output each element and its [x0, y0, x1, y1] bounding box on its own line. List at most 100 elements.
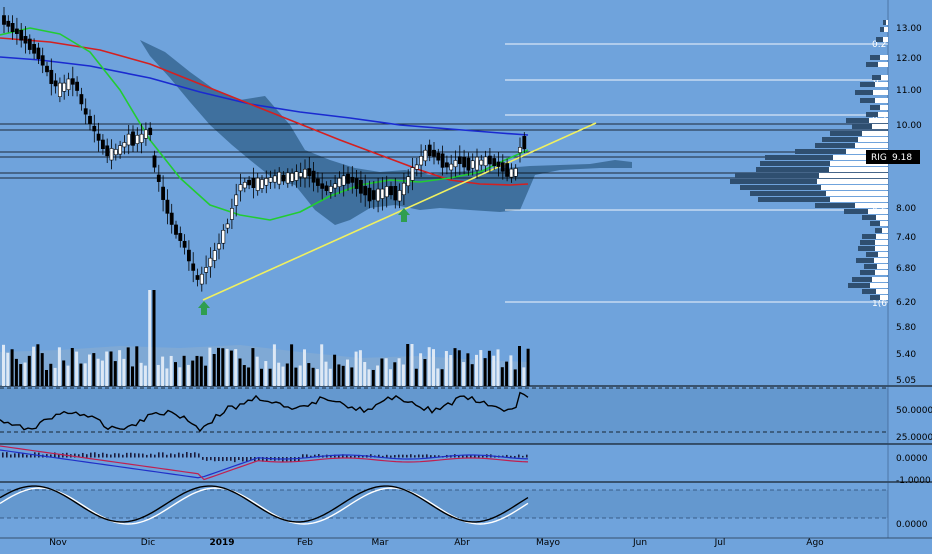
- volume-bar: [217, 347, 220, 386]
- volume-profile-bar: [878, 112, 888, 117]
- volume-bar: [285, 363, 289, 386]
- volume-bar: [49, 363, 53, 386]
- volume-profile-bar: [846, 118, 869, 123]
- macd-histogram-bar: [18, 453, 20, 458]
- candle: [88, 115, 92, 125]
- candle: [341, 175, 346, 186]
- volume-bar: [475, 354, 478, 386]
- macd-histogram-bar: [434, 455, 436, 458]
- candle: [346, 173, 350, 184]
- candle: [419, 156, 424, 166]
- volume-bar: [27, 355, 31, 386]
- price-tick-label: 12.00: [896, 54, 922, 64]
- candle: [406, 176, 411, 187]
- volume-bar: [294, 367, 298, 386]
- volume-bar: [229, 350, 233, 386]
- volume-bar: [139, 362, 143, 386]
- macd-histogram-bar: [106, 453, 108, 458]
- macd-histogram-bar: [430, 455, 432, 458]
- macd-histogram-bar: [402, 454, 404, 458]
- volume-bar: [10, 349, 14, 386]
- macd-histogram-bar: [350, 455, 352, 458]
- volume-bar: [466, 353, 470, 386]
- candle: [470, 160, 475, 169]
- volume-bar: [83, 363, 87, 386]
- macd-histogram-bar: [142, 453, 144, 458]
- candle: [40, 55, 45, 66]
- fib-label: 0: [873, 76, 879, 86]
- volume-bar: [2, 344, 5, 386]
- candle: [230, 208, 234, 220]
- volume-bar: [148, 290, 152, 386]
- candle: [122, 142, 127, 148]
- volume-profile-bar: [855, 90, 873, 95]
- volume-profile-bar: [884, 27, 888, 32]
- volume-profile-bar: [870, 105, 880, 110]
- volume-bar: [380, 358, 384, 386]
- candle: [204, 267, 209, 273]
- volume-bar: [36, 344, 40, 386]
- volume-bar: [410, 344, 414, 386]
- x-axis-label: Mayo: [536, 538, 561, 548]
- volume-profile-bar: [844, 209, 868, 214]
- macd-histogram-bar: [166, 454, 168, 458]
- macd-histogram-bar: [86, 454, 88, 458]
- candle: [277, 171, 282, 185]
- macd-histogram-bar: [214, 457, 216, 462]
- indicator-tick-label: -1.0000: [896, 476, 931, 486]
- candle: [135, 134, 140, 144]
- macd-histogram-bar: [426, 454, 428, 458]
- candle: [75, 81, 80, 91]
- volume-bar: [328, 368, 332, 386]
- macd-histogram-bar: [242, 457, 244, 462]
- candle: [247, 179, 252, 186]
- candle: [462, 156, 467, 168]
- candle: [401, 182, 406, 196]
- candle: [15, 28, 19, 34]
- candle: [333, 183, 338, 189]
- volume-bar: [242, 365, 246, 386]
- candle: [315, 178, 320, 186]
- candle: [62, 82, 67, 92]
- candle: [358, 179, 363, 194]
- macd-histogram-bar: [118, 453, 120, 458]
- volume-bar: [522, 367, 526, 386]
- volume-profile-bar: [862, 131, 888, 136]
- volume-bar: [479, 350, 483, 386]
- macd-histogram-bar: [406, 454, 408, 458]
- volume-bar: [315, 369, 319, 386]
- macd-histogram-bar: [186, 452, 188, 458]
- volume-profile-bar: [750, 191, 826, 196]
- candle: [242, 181, 247, 189]
- candle: [152, 155, 157, 168]
- macd-histogram-bar: [342, 454, 344, 458]
- volume-profile-bar: [880, 221, 888, 226]
- volume-profile-bar: [870, 283, 888, 288]
- volume-profile-bar: [765, 155, 833, 160]
- candle: [208, 257, 213, 268]
- macd-histogram-bar: [510, 455, 512, 458]
- macd-histogram-bar: [82, 452, 84, 458]
- volume-profile-bar: [883, 20, 886, 25]
- volume-profile-bar: [760, 161, 830, 166]
- volume-bar: [182, 355, 186, 386]
- volume-bar: [367, 369, 371, 386]
- macd-histogram-bar: [94, 452, 96, 458]
- macd-histogram-bar: [466, 454, 468, 458]
- volume-bar: [453, 348, 457, 386]
- macd-histogram-bar: [30, 454, 32, 458]
- macd-histogram-bar: [358, 454, 360, 458]
- volume-bar: [444, 351, 448, 386]
- volume-bar: [152, 290, 156, 386]
- candle: [509, 168, 514, 178]
- volume-bar: [354, 351, 358, 386]
- volume-bar: [337, 364, 341, 386]
- volume-profile-bar: [877, 264, 888, 269]
- macd-histogram-bar: [330, 454, 332, 458]
- volume-profile-bar: [880, 27, 884, 32]
- volume-bar: [298, 365, 302, 386]
- candle: [518, 147, 522, 153]
- macd-histogram-bar: [382, 455, 384, 458]
- volume-profile-bar: [872, 75, 881, 80]
